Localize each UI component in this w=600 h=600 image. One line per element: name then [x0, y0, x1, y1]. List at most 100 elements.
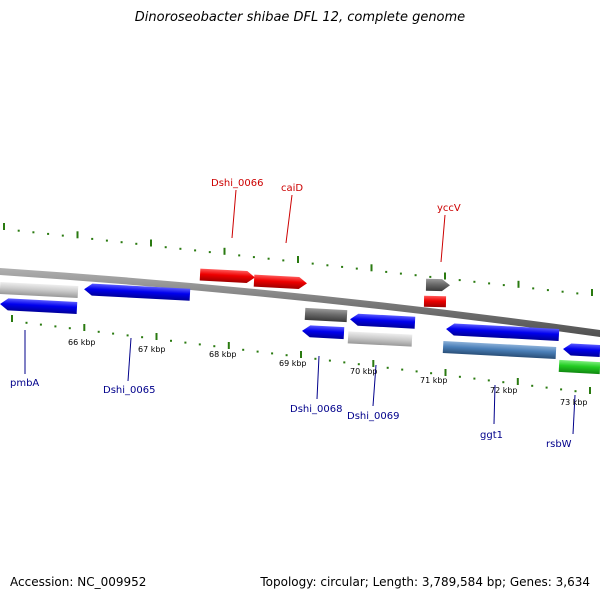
feature-cds-steel-blue[interactable] [442, 341, 557, 359]
tick-mark-outer [194, 249, 197, 252]
map-title: Dinoroseobacter shibae DFL 12, complete … [134, 10, 466, 25]
tick-mark-outer [473, 280, 476, 283]
feature-cds-light-gray[interactable] [347, 331, 413, 347]
label-leader-line [493, 384, 496, 425]
tick-mark-inner [430, 372, 433, 375]
tick-mark-outer [297, 256, 299, 263]
tick-mark-inner [314, 357, 317, 360]
label-leader-line [316, 355, 320, 400]
tick-mark-outer [135, 242, 138, 245]
gene-label-top[interactable]: yccV [437, 203, 461, 214]
tick-mark-outer [61, 234, 64, 237]
feature-gene-red[interactable] [253, 274, 308, 290]
feature-gene-red[interactable] [199, 268, 256, 284]
tick-mark-inner [83, 324, 86, 331]
gene-label-top[interactable]: caiD [281, 183, 303, 194]
tick-mark-inner [97, 330, 100, 333]
tick-mark-inner [458, 375, 461, 378]
tick-mark-inner [531, 384, 534, 387]
tick-mark-outer [3, 223, 5, 230]
tick-mark-outer [576, 292, 579, 295]
tick-mark-inner [54, 325, 57, 328]
tick-mark-inner [574, 390, 577, 393]
tick-mark-inner [198, 343, 201, 346]
feature-gene-gray[interactable] [425, 278, 450, 292]
tick-mark-inner [227, 342, 230, 349]
tick-mark-outer [91, 237, 94, 240]
tick-mark-inner [213, 345, 216, 348]
tick-mark-outer [223, 247, 226, 255]
gene-label-bottom[interactable]: Dshi_0068 [290, 404, 342, 415]
gene-label-top[interactable]: Dshi_0066 [211, 178, 263, 189]
tick-mark-outer [238, 254, 241, 257]
tick-mark-inner [184, 341, 187, 344]
feature-cds-green[interactable] [558, 359, 600, 375]
tick-mark-inner [39, 323, 42, 326]
tick-mark-outer [385, 270, 388, 273]
tick-mark-inner [444, 369, 447, 376]
label-leader-line [372, 364, 377, 407]
gene-label-bottom[interactable]: rsbW [546, 439, 572, 450]
tick-mark-outer [458, 279, 461, 282]
gene-label-bottom[interactable]: ggt1 [480, 430, 503, 441]
feature-cds-light-gray[interactable] [0, 281, 79, 299]
genome-backbone [0, 268, 600, 337]
label-leader-line [127, 337, 132, 382]
tick-mark-inner [155, 333, 158, 340]
tick-mark-inner [170, 339, 172, 342]
tick-mark-outer [311, 262, 314, 265]
tick-label: 66 kbp [68, 338, 96, 347]
gene-label-bottom[interactable]: pmbA [10, 378, 39, 389]
tick-mark-inner [25, 321, 28, 324]
tick-mark-outer [429, 275, 432, 278]
label-leaders [24, 189, 576, 435]
tick-mark-inner [11, 315, 13, 322]
tick-mark-inner [545, 386, 548, 389]
gene-label-bottom[interactable]: Dshi_0065 [103, 385, 155, 396]
feature-gene-blue[interactable] [350, 313, 416, 329]
tick-mark-outer [32, 231, 35, 234]
feature-gene-blue[interactable] [302, 325, 345, 340]
gene-label-bottom[interactable]: Dshi_0069 [347, 411, 399, 422]
feature-cds-gray[interactable] [304, 307, 348, 323]
tick-mark-inner [415, 370, 418, 373]
tick-mark-outer [532, 287, 535, 290]
tick-mark-inner [141, 336, 144, 339]
tick-mark-inner [285, 354, 288, 357]
tick-mark-outer [517, 280, 520, 288]
tick-mark-outer [76, 231, 79, 239]
feature-gene-blue[interactable] [0, 298, 78, 315]
tick-label: 71 kbp [420, 376, 448, 385]
feature-gene-blue[interactable] [563, 343, 600, 357]
tick-mark-inner [343, 361, 346, 364]
tick-mark-inner [242, 348, 245, 351]
tick-mark-inner [589, 387, 591, 394]
feature-cds-red[interactable] [423, 295, 447, 308]
tick-mark-outer [179, 247, 182, 250]
tick-row-outer [3, 223, 593, 296]
tick-mark-outer [591, 289, 593, 296]
feature-gene-blue[interactable] [446, 323, 560, 341]
tick-mark-outer [17, 229, 20, 232]
tick-label: 67 kbp [138, 345, 166, 354]
tick-mark-outer [120, 241, 123, 244]
tick-mark-inner [386, 366, 389, 369]
label-leader-line [285, 194, 293, 244]
tick-mark-outer [341, 265, 344, 268]
tick-row-inner [11, 315, 591, 394]
tick-mark-inner [271, 352, 274, 355]
tick-mark-inner [357, 363, 360, 366]
tick-label: 69 kbp [279, 359, 307, 368]
genome-summary-text: Topology: circular; Length: 3,789,584 bp… [260, 575, 590, 589]
tick-mark-outer [370, 264, 373, 272]
tick-mark-outer [252, 256, 255, 259]
tick-mark-inner [560, 388, 563, 391]
tick-mark-outer [164, 246, 167, 249]
tick-mark-outer [502, 284, 505, 287]
tick-mark-inner [256, 350, 259, 353]
tick-mark-outer [267, 257, 270, 260]
tick-mark-inner [372, 360, 375, 367]
feature-gene-blue[interactable] [84, 283, 191, 301]
